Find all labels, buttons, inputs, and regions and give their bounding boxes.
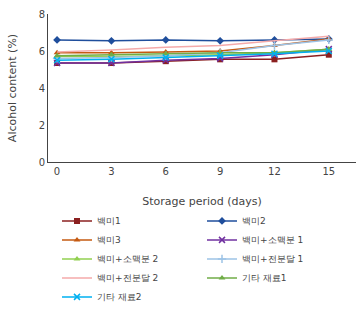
svg-text:Storage period (days): Storage period (days) bbox=[142, 195, 262, 208]
svg-text:백미3: 백미3 bbox=[97, 235, 121, 245]
svg-text:백미+전분달 2: 백미+전분달 2 bbox=[97, 273, 158, 283]
svg-text:백미+소맥분 2: 백미+소맥분 2 bbox=[97, 254, 158, 264]
svg-text:9: 9 bbox=[217, 166, 223, 177]
svg-text:4: 4 bbox=[39, 83, 45, 94]
svg-text:Alcohol content (%): Alcohol content (%) bbox=[6, 34, 19, 142]
svg-text:2: 2 bbox=[39, 120, 45, 131]
svg-text:기타 재료1: 기타 재료1 bbox=[242, 273, 287, 283]
svg-text:15: 15 bbox=[322, 166, 335, 177]
svg-text:백미+소맥분 1: 백미+소맥분 1 bbox=[242, 235, 303, 245]
svg-text:백미2: 백미2 bbox=[242, 216, 266, 226]
svg-text:3: 3 bbox=[108, 166, 114, 177]
svg-text:0: 0 bbox=[54, 166, 60, 177]
svg-text:0: 0 bbox=[39, 157, 45, 168]
svg-text:6: 6 bbox=[163, 166, 169, 177]
svg-text:6: 6 bbox=[39, 46, 45, 57]
svg-text:백미1: 백미1 bbox=[97, 216, 121, 226]
svg-text:8: 8 bbox=[39, 9, 45, 20]
svg-text:12: 12 bbox=[268, 166, 281, 177]
svg-text:백미+전분달 1: 백미+전분달 1 bbox=[242, 254, 303, 264]
svg-text:기타 재료2: 기타 재료2 bbox=[97, 292, 142, 302]
